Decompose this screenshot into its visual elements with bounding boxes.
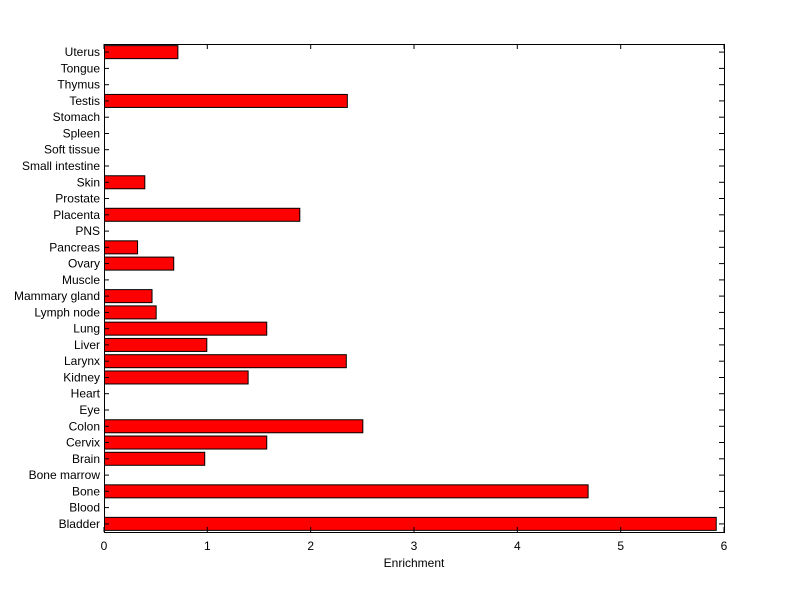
x-tick-label: 2 [307, 539, 314, 553]
bar-skin [104, 175, 146, 190]
bar-pancreas [104, 240, 139, 255]
x-tick-label: 4 [514, 539, 521, 553]
y-tick-label-bladder: Bladder [59, 517, 100, 531]
y-tick-label-lung: Lung [73, 322, 100, 336]
y-tick-label-liver: Liver [74, 338, 100, 352]
x-axis-ticks: 0 1 2 3 4 5 6 [101, 44, 728, 553]
y-tick-label-muscle: Muscle [62, 273, 100, 287]
x-tick-label: 3 [411, 539, 418, 553]
y-tick-label-heart: Heart [71, 387, 101, 401]
y-tick-label-blood: Blood [69, 501, 100, 515]
y-tick-label-spleen: Spleen [63, 127, 100, 141]
bars-group [104, 45, 717, 531]
bar-bone [104, 484, 589, 499]
y-tick-label-skin: Skin [77, 175, 100, 189]
bar-colon [104, 419, 364, 434]
x-axis-label: Enrichment [384, 556, 445, 570]
y-tick-label-lymph-node: Lymph node [34, 305, 100, 319]
bar-testis [104, 93, 348, 108]
y-tick-label-pns: PNS [75, 224, 100, 238]
y-tick-label-larynx: Larynx [64, 354, 100, 368]
y-tick-label-stomach: Stomach [53, 110, 100, 124]
bar-larynx [104, 354, 347, 369]
y-tick-label-brain: Brain [72, 452, 100, 466]
bar-bladder [104, 516, 717, 531]
y-axis-ticks: Bladder Blood Bone Bone marrow Brain Cervix Co… [14, 45, 724, 531]
y-tick-label-colon: Colon [69, 419, 100, 433]
y-tick-label-prostate: Prostate [55, 192, 100, 206]
y-tick-label-bone-marrow: Bone marrow [29, 468, 101, 482]
y-tick-label-small-intestine: Small intestine [22, 159, 100, 173]
y-tick-label-tongue: Tongue [61, 61, 101, 75]
x-tick-label: 6 [721, 539, 728, 553]
bar-placenta [104, 207, 301, 222]
bar-cervix [104, 435, 268, 450]
y-tick-label-placenta: Placenta [53, 208, 100, 222]
bar-ovary [104, 256, 175, 271]
y-tick-label-testis: Testis [69, 94, 100, 108]
x-tick-label: 0 [101, 539, 108, 553]
y-tick-label-cervix: Cervix [66, 436, 100, 450]
y-tick-label-kidney: Kidney [63, 371, 100, 385]
bar-liver [104, 337, 208, 352]
y-tick-label-pancreas: Pancreas [49, 240, 100, 254]
bar-lymph-node [104, 305, 157, 320]
y-tick-label-ovary: Ovary [68, 257, 100, 271]
bar-mammary-gland [104, 289, 153, 304]
bar-kidney [104, 370, 249, 385]
x-tick-label: 1 [204, 539, 211, 553]
y-tick-label-mammary-gland: Mammary gland [14, 289, 100, 303]
y-tick-label-bone: Bone [72, 484, 100, 498]
plot-frame [104, 44, 725, 533]
bar-lung [104, 321, 268, 336]
y-tick-label-eye: Eye [79, 403, 100, 417]
bar-uterus [104, 45, 179, 60]
bar-brain [104, 451, 206, 466]
y-tick-label-soft-tissue: Soft tissue [44, 143, 100, 157]
y-tick-label-thymus: Thymus [57, 78, 100, 92]
y-tick-label-uterus: Uterus [65, 45, 100, 59]
x-tick-label: 5 [617, 539, 624, 553]
